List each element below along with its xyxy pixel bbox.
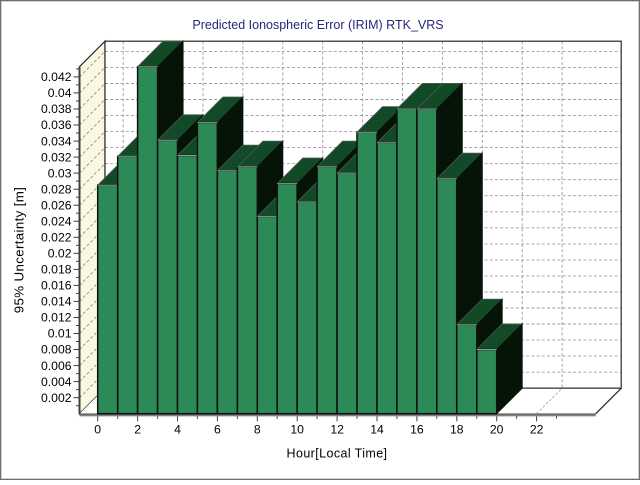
svg-text:0.032: 0.032 bbox=[41, 150, 72, 164]
svg-text:0.016: 0.016 bbox=[41, 279, 72, 293]
svg-text:20: 20 bbox=[490, 422, 504, 436]
svg-text:0.008: 0.008 bbox=[41, 343, 72, 357]
svg-text:8: 8 bbox=[254, 422, 261, 436]
svg-text:0.028: 0.028 bbox=[41, 182, 72, 196]
svg-text:0.02: 0.02 bbox=[48, 247, 72, 261]
svg-text:0.002: 0.002 bbox=[41, 391, 72, 405]
svg-text:0.004: 0.004 bbox=[41, 375, 72, 389]
svg-text:0.042: 0.042 bbox=[41, 70, 72, 84]
svg-text:Predicted Ionospheric Error (I: Predicted Ionospheric Error (IRIM) RTK_V… bbox=[192, 18, 443, 32]
svg-text:0.038: 0.038 bbox=[41, 102, 72, 116]
svg-text:0.01: 0.01 bbox=[48, 327, 72, 341]
svg-text:0.026: 0.026 bbox=[41, 198, 72, 212]
svg-text:0.03: 0.03 bbox=[48, 166, 72, 180]
svg-text:0: 0 bbox=[94, 422, 101, 436]
svg-text:Hour[Local Time]: Hour[Local Time] bbox=[287, 447, 388, 461]
svg-text:0.036: 0.036 bbox=[41, 118, 72, 132]
svg-text:22: 22 bbox=[530, 422, 544, 436]
svg-text:95% Uncertainty [m]: 95% Uncertainty [m] bbox=[12, 187, 27, 313]
svg-text:12: 12 bbox=[330, 422, 344, 436]
svg-text:2: 2 bbox=[134, 422, 141, 436]
svg-text:0.04: 0.04 bbox=[48, 86, 72, 100]
svg-text:10: 10 bbox=[290, 422, 304, 436]
svg-text:0.018: 0.018 bbox=[41, 263, 72, 277]
svg-text:0.006: 0.006 bbox=[41, 359, 72, 373]
svg-text:0.024: 0.024 bbox=[41, 214, 72, 228]
svg-text:0.022: 0.022 bbox=[41, 231, 72, 245]
svg-text:0.014: 0.014 bbox=[41, 295, 72, 309]
svg-text:0.034: 0.034 bbox=[41, 134, 72, 148]
svg-text:14: 14 bbox=[370, 422, 384, 436]
svg-text:18: 18 bbox=[450, 422, 464, 436]
svg-text:0.012: 0.012 bbox=[41, 311, 72, 325]
svg-text:6: 6 bbox=[214, 422, 221, 436]
svg-text:16: 16 bbox=[410, 422, 424, 436]
svg-text:4: 4 bbox=[174, 422, 181, 436]
